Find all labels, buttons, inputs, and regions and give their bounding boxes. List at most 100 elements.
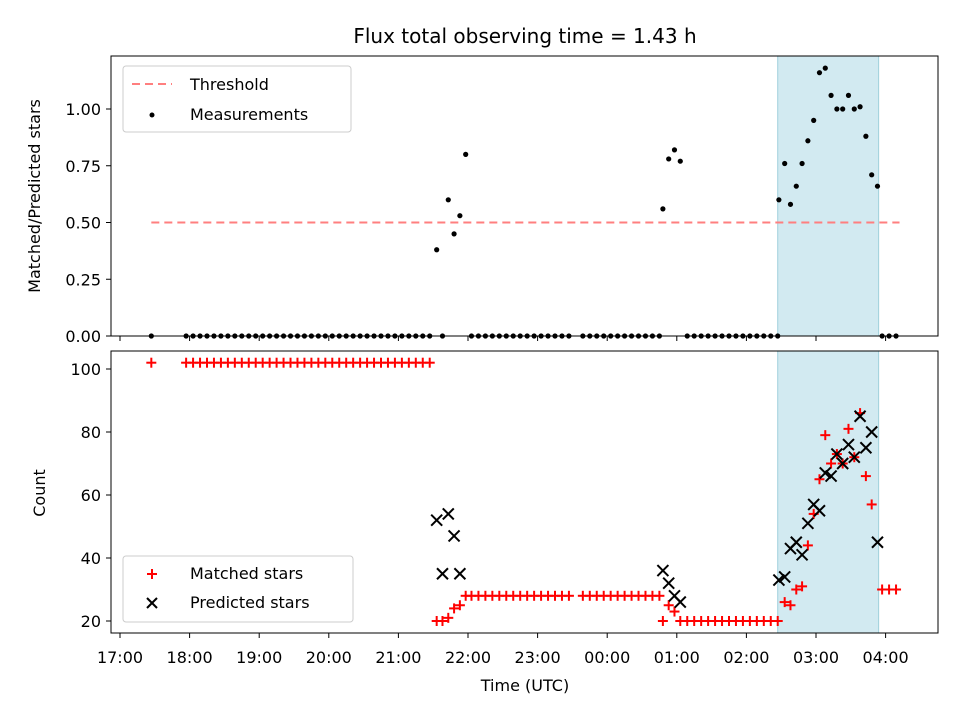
measurement-point (666, 156, 672, 162)
predicted-star-marker (790, 536, 803, 549)
matched-star-marker (146, 357, 157, 368)
bottom-highlight-window (777, 350, 880, 634)
x-tick-label: 17:00 (97, 648, 143, 667)
matched-star-marker (454, 600, 465, 611)
measurement-point (874, 183, 881, 189)
predicted-star-marker (778, 570, 791, 584)
measurement-point (671, 147, 678, 153)
measurement-point (857, 104, 863, 110)
predicted-star-marker (830, 447, 844, 461)
measurement-point (457, 213, 463, 219)
bottom-y-ticks: 20 40 60 80 100 (70, 360, 111, 631)
bottom-plot-frame (110, 350, 939, 634)
matched-stars-points (146, 357, 902, 626)
predicted-marker-b (865, 425, 878, 439)
predicted-star-marker (848, 450, 861, 464)
matched-star-marker (860, 471, 871, 482)
legend-predicted-swatch (146, 597, 158, 609)
measurement-point (811, 117, 817, 123)
measurement-point (451, 231, 457, 237)
predicted-star-marker (442, 507, 455, 521)
predicted-marker-b (819, 466, 832, 480)
x-tick-label: 02:00 (723, 648, 769, 667)
top-legend-box (122, 65, 352, 133)
matched-star-marker (826, 458, 837, 469)
matched-star-marker (443, 612, 454, 623)
top-y-axis-label: Matched/Predicted stars (25, 99, 44, 293)
predicted-marker-b (871, 536, 884, 549)
bottom-y-tick-label: 40 (81, 549, 101, 568)
matched-star-marker (802, 540, 813, 551)
predicted-stars-points (430, 410, 884, 609)
x-axis-label: Time (UTC) (480, 676, 569, 695)
bottom-x-ticks: 17:00 18:00 19:00 20:00 21:00 22:00 23:00 00:00… (97, 633, 909, 667)
measurement-point (445, 197, 451, 203)
legend-matched-label: Matched stars (190, 564, 303, 583)
predicted-marker-b (859, 441, 873, 454)
x-tick-label: 23:00 (515, 648, 561, 667)
measurement-point (805, 138, 811, 144)
predicted-star-marker (795, 548, 809, 562)
measurement-point (851, 106, 857, 112)
measurement-point (869, 172, 875, 178)
bottom-panel: 20 40 60 80 100 17:00 18:00 19:00 20:00 21:00 22:… (30, 350, 939, 695)
predicted-marker-b (842, 438, 855, 451)
measurement-point (463, 151, 469, 157)
bottom-y-axis-label: Count (30, 469, 49, 517)
measurement-point (793, 183, 799, 189)
matched-star-marker (779, 597, 790, 608)
x-tick-label: 00:00 (584, 648, 630, 667)
matched-star-marker (563, 590, 574, 601)
matched-star-marker (791, 584, 802, 595)
predicted-marker-b (836, 457, 849, 470)
top-y-tick-label: 0.50 (65, 214, 101, 233)
matched-star-marker (657, 616, 668, 626)
predicted-star-marker (447, 529, 461, 543)
bottom-y-tick-label: 20 (81, 612, 101, 631)
predicted-marker-b (662, 576, 675, 590)
measurement-point (787, 201, 794, 207)
matched-star-marker (891, 584, 902, 595)
bottom-legend: Matched stars Predicted stars (122, 555, 354, 623)
predicted-star-marker (865, 425, 878, 439)
x-tick-label: 20:00 (306, 648, 352, 667)
predicted-marker-b (442, 507, 455, 521)
top-panel: 0.00 0.25 0.50 0.75 1.00 Matched/Predicted s… (25, 55, 939, 346)
predicted-marker-b (447, 529, 461, 543)
top-y-tick-label: 0.75 (65, 157, 101, 176)
top-legend: Threshold Measurements (122, 65, 352, 133)
legend-matched-swatch (147, 569, 157, 579)
matched-star-marker (772, 616, 783, 626)
matched-star-marker (866, 499, 877, 510)
matched-star-marker (449, 603, 460, 614)
predicted-star-marker (859, 441, 873, 454)
bottom-y-tick-label: 60 (81, 486, 101, 505)
predicted-marker-b (436, 567, 449, 580)
legend-measurements-swatch (149, 112, 155, 118)
measurement-point (660, 206, 666, 212)
matched-star-marker (820, 430, 831, 441)
predicted-star-marker (453, 567, 467, 580)
measurement-point (799, 160, 805, 167)
legend-measurements-label: Measurements (190, 105, 308, 124)
predicted-marker-b (430, 513, 443, 527)
top-plot-frame (110, 55, 939, 337)
bottom-y-tick-label: 100 (70, 360, 101, 379)
predicted-marker-b (830, 447, 844, 461)
predicted-star-marker (824, 469, 838, 483)
x-tick-label: 18:00 (167, 648, 213, 667)
x-tick-label: 19:00 (236, 648, 282, 667)
bottom-legend-box (122, 555, 354, 623)
predicted-star-marker (656, 564, 670, 577)
measurement-point (677, 158, 683, 164)
predicted-marker-b (778, 570, 791, 584)
predicted-star-marker (842, 438, 855, 451)
measurement-point (840, 106, 846, 112)
top-x-ticks (119, 336, 887, 341)
top-highlight-window (777, 55, 880, 337)
predicted-marker-b (772, 573, 786, 587)
x-tick-label: 22:00 (445, 648, 491, 667)
x-tick-label: 01:00 (654, 648, 700, 667)
predicted-marker-b (668, 589, 681, 603)
predicted-star-marker (772, 573, 786, 587)
